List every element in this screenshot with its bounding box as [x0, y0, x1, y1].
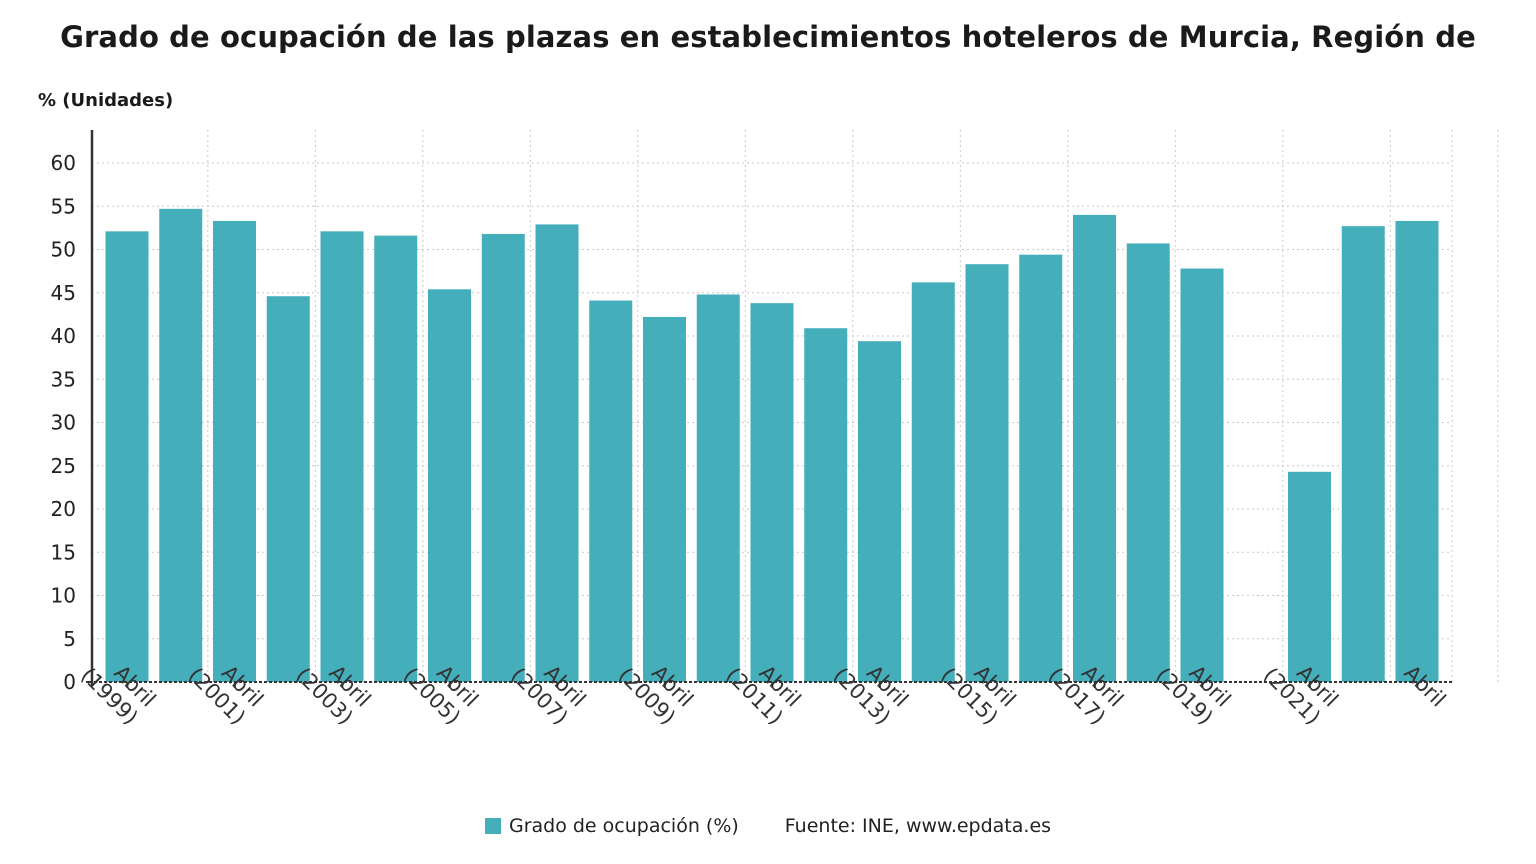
y-tick-label: 10 [51, 584, 76, 608]
bar [1180, 268, 1224, 682]
legend: Grado de ocupación (%) Fuente: INE, www.… [0, 815, 1536, 837]
bar [1341, 226, 1385, 682]
bar [965, 264, 1009, 682]
legend-swatch [484, 818, 501, 834]
chart-title: Grado de ocupación de las plazas en esta… [60, 20, 1476, 54]
y-tick-label: 60 [51, 151, 76, 175]
x-tick-label: Abril(2007) [506, 645, 590, 729]
bar [589, 300, 633, 682]
y-tick-label: 20 [51, 497, 76, 521]
y-tick-label: 45 [51, 281, 76, 305]
y-tick-label: 30 [51, 411, 76, 435]
bar [911, 282, 955, 682]
y-tick-label: 55 [51, 194, 76, 218]
bar [750, 303, 794, 682]
bar [1126, 243, 1170, 682]
bar [481, 233, 525, 682]
y-tick-label: 35 [51, 367, 76, 391]
bar [804, 328, 848, 682]
bar [858, 341, 901, 682]
bar [535, 224, 579, 683]
bar [213, 220, 256, 682]
bar [1288, 471, 1331, 682]
source-text: Fuente: INE, www.epdata.es [784, 815, 1052, 837]
bar [159, 208, 203, 682]
y-tick-label: 40 [51, 324, 76, 348]
legend-series-label: Grado de ocupación (%) [508, 815, 739, 837]
bar [1395, 220, 1439, 682]
y-tick-label: 0 [63, 670, 76, 694]
bar [105, 231, 149, 682]
bar [428, 289, 471, 682]
y-tick-label: 50 [51, 238, 76, 262]
y-tick-label: 5 [63, 627, 76, 651]
y-tick-label: 15 [51, 540, 76, 564]
bar [320, 231, 364, 682]
bar [696, 294, 740, 682]
bar [643, 316, 686, 682]
bar [1019, 254, 1063, 682]
bar [266, 296, 310, 682]
y-unit-label: % (Unidades) [38, 90, 174, 111]
bar [374, 235, 418, 682]
bar [1073, 214, 1116, 682]
y-tick-label: 25 [51, 454, 76, 478]
